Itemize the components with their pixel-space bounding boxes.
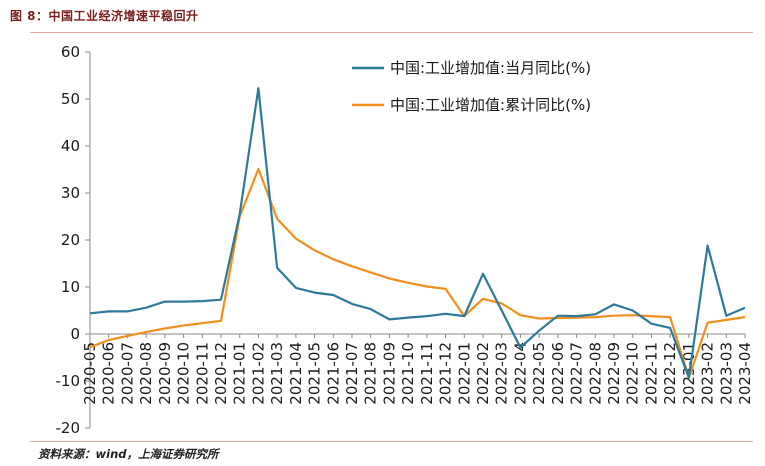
- y-tick-label: 0: [70, 325, 80, 343]
- source-note: 资料来源：wind，上海证券研究所: [38, 447, 219, 461]
- x-tick-label: 2020-12: [212, 342, 230, 405]
- x-tick-label: 2022-11: [642, 342, 660, 405]
- x-tick-label: 2021-11: [418, 342, 436, 405]
- x-tick-label: 2021-10: [399, 342, 417, 405]
- x-tick-label: 2021-09: [380, 342, 398, 405]
- x-tick-label: 2022-07: [568, 342, 586, 405]
- x-tick-label: 2021-07: [343, 342, 361, 405]
- x-tick-label: 2023-03: [717, 342, 735, 405]
- x-tick-label: 2021-05: [306, 342, 324, 405]
- x-tick-label: 2021-02: [249, 342, 267, 405]
- chart-axes: -20 -10 0 10 20 30 40 50 60 2020-05 2020-06 2020-07…: [56, 43, 755, 437]
- x-tick-label: 2022-09: [605, 342, 623, 405]
- bottom-rule: [30, 441, 753, 442]
- y-tick-label: 60: [61, 43, 80, 61]
- x-tick-label: 2021-04: [287, 342, 305, 405]
- y-tick-label: 30: [61, 184, 80, 202]
- x-tick-label: 2022-04: [511, 342, 529, 405]
- y-tick-label: 40: [61, 137, 80, 155]
- x-tick-label: 2022-08: [586, 342, 604, 405]
- x-tick-label: 2022-03: [493, 342, 511, 405]
- y-tick-label: -20: [56, 419, 81, 437]
- series-layer: [89, 87, 746, 379]
- x-tick-label: 2022-01: [455, 342, 473, 405]
- legend-label-monthly: 中国:工业增加值:当月同比(%): [390, 59, 591, 77]
- x-tick-label: 2020-05: [81, 342, 99, 405]
- x-tick-label: 2020-09: [156, 342, 174, 405]
- x-tick-label: 2022-06: [549, 342, 567, 405]
- x-tick-label: 2021-06: [324, 342, 342, 405]
- chart-legend: 中国:工业增加值:当月同比(%) 中国:工业增加值:累计同比(%): [352, 59, 591, 114]
- y-tick-label: 10: [61, 278, 80, 296]
- y-tick-label: 20: [61, 231, 80, 249]
- x-tick-label: 2020-10: [175, 342, 193, 405]
- series-line-monthly: [89, 87, 746, 379]
- x-tick-label: 2020-06: [100, 342, 118, 405]
- x-tick-label: 2020-08: [137, 342, 155, 405]
- x-tick-label: 2023-02: [699, 342, 717, 405]
- x-tick-label: 2021-01: [231, 342, 249, 405]
- figure-title: 图 8：中国工业经济增速平稳回升: [10, 9, 199, 23]
- y-tick-label: 50: [61, 90, 80, 108]
- x-tick-label: 2021-08: [362, 342, 380, 405]
- x-tick-label: 2022-05: [530, 342, 548, 405]
- x-tick-label: 2021-12: [437, 342, 455, 405]
- x-tick-label: 2022-12: [661, 342, 679, 405]
- x-tick-label: 2020-07: [118, 342, 136, 405]
- y-tick-label: -10: [56, 372, 81, 390]
- x-tick-label: 2020-11: [193, 342, 211, 405]
- x-tick-label: 2022-10: [624, 342, 642, 405]
- top-rule: [30, 32, 753, 33]
- x-tick-label: 2022-02: [474, 342, 492, 405]
- series-line-cumulative: [89, 167, 746, 379]
- x-tick-label: 2021-03: [268, 342, 286, 405]
- legend-label-cumulative: 中国:工业增加值:累计同比(%): [390, 96, 591, 114]
- x-tick-label: 2023-04: [736, 342, 754, 405]
